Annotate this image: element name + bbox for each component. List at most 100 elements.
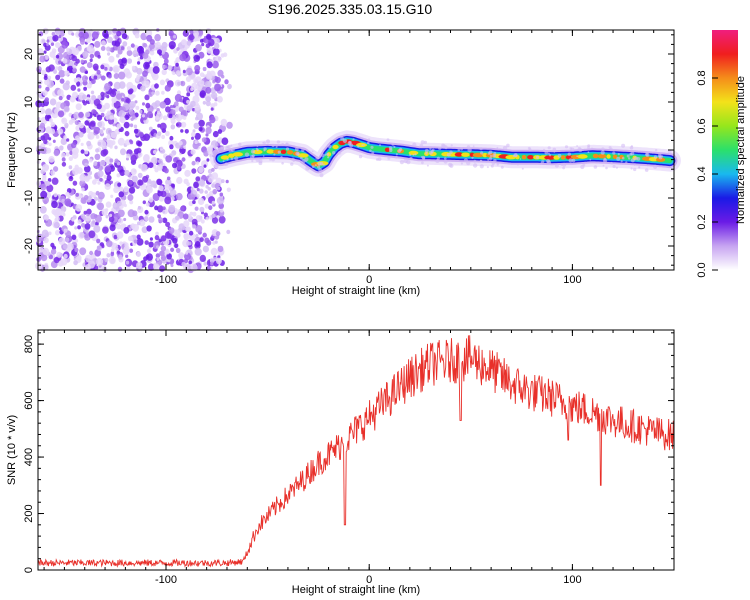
noise-speckle [60, 137, 67, 146]
colorbar-gradient [712, 30, 738, 270]
ridge-wisp [414, 153, 417, 156]
noise-speckle [82, 215, 87, 221]
noise-speckle [132, 210, 138, 217]
noise-speckle [214, 43, 220, 49]
noise-speckle [51, 200, 58, 209]
ridge-wisp [653, 155, 658, 159]
noise-speckle [59, 78, 65, 84]
noise-speckle [36, 180, 42, 187]
ridge-wisp [562, 166, 565, 170]
ridge-wisp [304, 157, 309, 162]
snr-ticks: -100 0 100 0 200 400 600 800 [23, 330, 675, 586]
noise-speckle [160, 50, 166, 55]
noise-speckle [52, 220, 60, 229]
noise-speckle [218, 202, 224, 210]
ridge-wisp [371, 151, 375, 155]
noise-speckle [159, 122, 167, 131]
ridge-wisp [424, 148, 429, 153]
noise-speckle [84, 165, 91, 173]
noise-speckle [99, 129, 103, 134]
noise-speckle [180, 80, 186, 87]
noise-speckle [63, 228, 68, 233]
noise-speckle [159, 146, 164, 151]
ridge-wisp [393, 145, 396, 148]
noise-speckle [199, 254, 206, 262]
noise-speckle [94, 196, 98, 201]
noise-speckle [53, 192, 58, 198]
noise-speckle [75, 204, 83, 212]
noise-speckle [154, 205, 159, 211]
noise-speckle [226, 187, 231, 193]
noise-speckle [50, 42, 55, 46]
noise-speckle [185, 226, 190, 232]
ridge-wisp [617, 153, 620, 156]
noise-speckle [120, 116, 126, 124]
ridge-wisp [295, 151, 300, 156]
noise-speckle [58, 237, 66, 245]
noise-speckle [195, 225, 203, 233]
noise-speckle [156, 164, 163, 171]
ridge-wisp [222, 160, 225, 163]
ridge-hotspot [656, 157, 666, 162]
noise-speckle [139, 219, 146, 227]
noise-speckle [44, 180, 48, 185]
ridge-hotspot [612, 154, 618, 159]
noise-speckle [64, 122, 69, 128]
noise-speckle [142, 200, 146, 205]
ridge-wisp [480, 151, 484, 155]
noise-speckle [109, 224, 116, 232]
noise-speckle [193, 181, 199, 189]
noise-speckle [136, 261, 143, 269]
noise-speckle [199, 90, 206, 98]
noise-speckle [40, 147, 47, 155]
noise-speckle [145, 202, 150, 207]
noise-speckle [39, 55, 46, 63]
noise-speckle [126, 153, 131, 159]
ridge-wisp [301, 159, 306, 164]
noise-speckle [211, 167, 215, 172]
noise-speckle [89, 120, 96, 127]
noise-speckle [150, 180, 157, 188]
ridge-wisp [403, 158, 408, 164]
ridge-wisp [269, 158, 272, 161]
noise-speckle [195, 215, 202, 223]
noise-speckle [59, 145, 64, 151]
noise-speckle [83, 60, 88, 64]
noise-speckle [158, 158, 163, 164]
noise-speckle [206, 70, 211, 75]
noise-speckle [93, 265, 99, 271]
noise-speckle [144, 94, 150, 101]
ridge-hotspot [527, 155, 534, 160]
noise-speckle [135, 105, 140, 110]
ridge-wisp [569, 147, 573, 150]
noise-speckle [130, 223, 136, 229]
noise-speckle [168, 227, 175, 234]
y-tick-label: 20 [23, 48, 35, 60]
noise-speckle [155, 231, 159, 236]
noise-speckle [118, 254, 123, 260]
noise-speckle [102, 127, 106, 131]
noise-speckle [137, 221, 141, 226]
noise-speckle [149, 113, 154, 119]
noise-speckle [116, 30, 122, 37]
ridge-wisp [548, 154, 552, 157]
noise-speckle [58, 227, 62, 231]
ridge-wisp [271, 157, 276, 162]
noise-speckle [105, 127, 112, 135]
noise-speckle [214, 83, 222, 92]
ridge-wisp [311, 165, 315, 169]
noise-speckle [205, 72, 213, 80]
noise-speckle [195, 241, 201, 247]
noise-speckle [224, 79, 229, 85]
noise-speckle [213, 102, 218, 107]
noise-speckle [142, 52, 149, 59]
noise-speckle [145, 102, 151, 109]
noise-speckle [116, 173, 121, 178]
ridge-wisp [230, 149, 233, 152]
noise-speckle [40, 254, 48, 262]
noise-speckle [181, 39, 187, 46]
noise-speckle [133, 124, 138, 129]
noise-speckle [57, 110, 65, 118]
noise-speckle [61, 161, 67, 167]
y-tick-label: 200 [23, 504, 35, 522]
